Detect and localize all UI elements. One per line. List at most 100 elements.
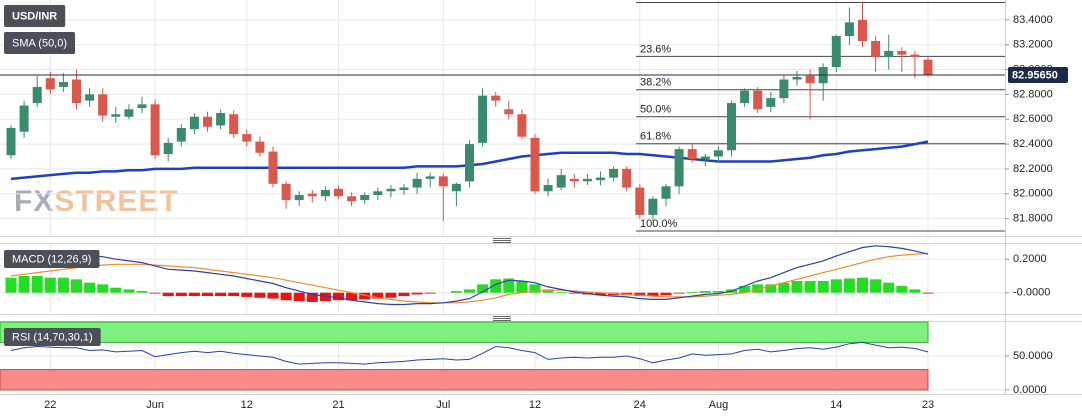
y-tick-label: -0.0000 [1013,287,1050,299]
fib-label: 100.0% [640,218,678,230]
y-tick-label: 83.4000 [1013,14,1053,26]
histogram-bar [31,275,43,293]
overbought-zone [0,321,929,343]
candle-body [124,109,134,117]
panel-grip[interactable] [493,316,511,321]
candle-body [6,127,16,156]
candle-body [478,95,488,143]
candle-body [268,151,278,184]
last-price-box [1008,66,1068,83]
candle-body [242,134,252,142]
histogram-bar [97,284,109,293]
candle-body [596,177,605,181]
histogram-bar [739,286,751,293]
histogram-bar [175,292,187,297]
candle-body [779,79,789,99]
candle-body [203,116,212,127]
candle-body [58,81,68,87]
candle-body [229,114,239,135]
candle-body [831,36,841,68]
histogram-bar [346,292,358,301]
y-tick-label: 82.4000 [1013,138,1053,150]
y-tick-label: 82.0000 [1013,188,1053,200]
candle-body [884,50,894,58]
candle-body [661,186,671,199]
histogram-bar [529,284,541,293]
histogram-bar [241,292,253,297]
candle-body [727,103,736,151]
candle-body [438,176,448,187]
candle-body [569,178,579,182]
oversold-zone [0,369,929,391]
histogram-bar [464,289,475,293]
histogram-bar [673,292,685,294]
x-tick-label: 21 [332,399,344,411]
candle-body [753,90,763,110]
histogram-bar [922,292,934,294]
histogram-bar [568,292,580,294]
histogram-bar [634,292,646,297]
candle-body [307,193,317,197]
x-tick-label: 14 [830,399,842,411]
candle-body [582,178,592,182]
histogram-bar [660,292,672,296]
histogram-bar [123,289,135,293]
histogram-bar [385,292,397,298]
candle-body [700,156,710,159]
histogram-bar [778,282,790,293]
histogram-bar [188,292,200,297]
candle-body [320,190,330,197]
y-tick-label: 82.8000 [1013,88,1053,100]
legend-box [4,328,101,346]
candle-body [504,109,514,115]
legend-box [4,32,76,54]
histogram-bar [896,286,908,293]
watermark: FXSTREET [14,185,179,218]
histogram-bar [84,282,96,293]
histogram-bar [398,292,410,297]
candle-body [622,168,632,188]
candle-body [530,137,540,192]
histogram-bar [870,279,882,293]
legend-label: RSI (14,70,30,1) [12,331,93,343]
histogram-bar [712,291,724,293]
candle-body [805,75,815,84]
histogram-bar [830,279,842,293]
histogram-bar [293,292,305,302]
candle-body [897,50,907,55]
histogram-bar [516,281,528,293]
histogram-bar [215,292,227,297]
histogram-bar [503,278,515,293]
candle-body [137,104,147,109]
macd-line [10,245,929,306]
candle-body [85,94,95,101]
candle-body [543,185,553,192]
histogram-bar [699,291,711,293]
candle-body [45,78,55,90]
histogram-bar [411,292,423,295]
legend-box [4,250,100,268]
histogram-bar [752,284,764,293]
histogram-bar [883,282,895,293]
candle-body [766,98,776,107]
legend-label: USD/INR [12,10,57,22]
candle-body [609,168,619,178]
panel-grip[interactable] [493,238,511,243]
panel [0,321,1005,394]
histogram-bar [202,292,213,297]
histogram-bar [5,277,17,293]
histogram-bar [44,277,56,293]
histogram-bar [490,279,502,293]
histogram-bar [254,292,266,298]
last-price-label: 82.95650 [1012,69,1058,81]
histogram-bar [280,292,292,301]
y-tick-label: 82.6000 [1013,113,1053,125]
histogram-bar [149,292,161,294]
histogram-bar [372,292,384,299]
x-tick-label: Jul [436,399,450,411]
histogram-bar [477,284,489,293]
signal-line [10,252,929,304]
x-tick-label: 23 [922,399,934,411]
overlay-layer: 82.95650 USD/INR SMA (50,0) MACD (12,26,9) R… [4,5,1068,391]
